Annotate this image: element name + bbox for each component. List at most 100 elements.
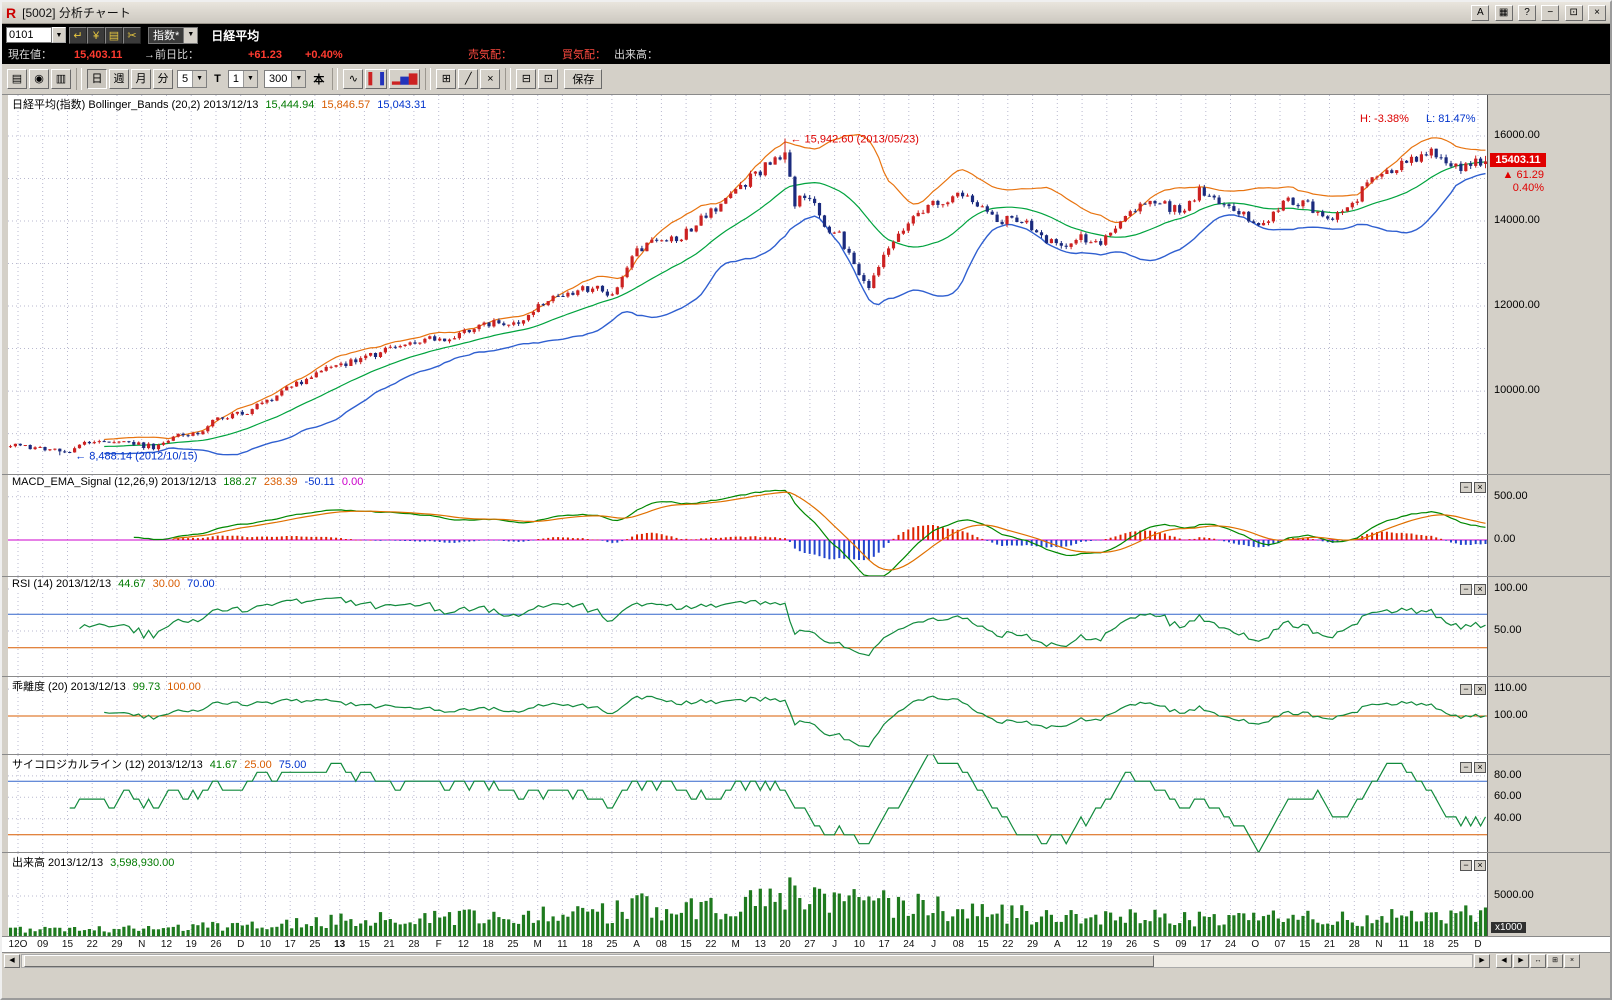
scroll-right-arrow[interactable]: ▶ — [1474, 954, 1490, 968]
x-axis-label: 25 — [507, 939, 519, 950]
panel-rsi-header-value: 70.00 — [187, 578, 215, 590]
volume-bars-icon[interactable]: ▂▅▇ — [388, 69, 421, 89]
memo-icon[interactable]: ▤ — [105, 27, 123, 45]
annotate-button[interactable]: A — [1471, 4, 1490, 21]
scroll-left-arrow[interactable]: ◀ — [4, 954, 20, 968]
x-axis-label: 28 — [408, 939, 420, 950]
symbol-combo: ▼ — [6, 27, 66, 43]
help-button[interactable]: ? — [1517, 4, 1536, 21]
quote-statusbar: 現在値： 15,403.11 →前日比： +61.23 +0.40% 売気配： … — [2, 46, 1610, 64]
panel-psych-window-buttons: − × — [1458, 757, 1486, 775]
scissors-icon[interactable]: ✂ — [123, 27, 141, 45]
panel-volume-header: 出来高 2013/12/13 3,598,930.00 — [12, 854, 181, 870]
panel-macd-header-value: -50.11 — [304, 476, 335, 488]
change-percent-value: +0.40% — [305, 49, 343, 61]
panel-volume-plot[interactable] — [8, 853, 1488, 937]
x-axis-label: 12O — [8, 939, 28, 950]
x-axis-label: 20 — [779, 939, 791, 950]
close-panel-button[interactable]: × — [1564, 954, 1580, 968]
enter-icon[interactable]: ↵ — [69, 27, 87, 45]
close-button[interactable]: × — [1588, 4, 1606, 21]
compare-icon[interactable]: ⊟ — [516, 69, 537, 89]
price-change-percent: 0.40% — [1512, 182, 1544, 195]
minute-interval-select[interactable]: 5 ▼ — [177, 70, 208, 88]
x-axis-label: 24 — [903, 939, 915, 950]
axis-label-price: 16000.00 — [1494, 129, 1540, 142]
tick-select-value: 1 — [232, 73, 239, 85]
scrollbar-thumb[interactable] — [24, 955, 1154, 967]
bars-unit-label: 本 — [313, 74, 325, 86]
period-weekly-button[interactable]: 週 — [109, 69, 129, 89]
panel-kairi-plot[interactable] — [8, 677, 1488, 755]
axis-label-kairi: 100.00 — [1494, 709, 1528, 721]
period-monthly-button[interactable]: 月 — [131, 69, 151, 89]
minimize-panel-icon[interactable]: − — [1460, 684, 1472, 695]
panel-psych-plot[interactable] — [8, 755, 1488, 853]
symbol-dropdown-arrow-icon[interactable]: ▼ — [52, 27, 66, 43]
price-board-icon[interactable]: ¥ — [87, 27, 105, 45]
change-value: +61.23 — [248, 49, 282, 61]
display-button[interactable]: ▦ — [1494, 4, 1513, 21]
x-axis-label: A — [633, 939, 640, 950]
minimize-button[interactable]: − — [1541, 4, 1560, 21]
x-axis-label: 08 — [952, 939, 964, 950]
erase-tool-icon[interactable]: × — [480, 69, 501, 89]
panel-price-header: 日経平均(指数) Bollinger_Bands (20,2) 2013/12/… — [12, 96, 433, 112]
pan-left-button[interactable]: ◀ — [1496, 954, 1512, 968]
close-panel-icon[interactable]: × — [1474, 584, 1486, 595]
x-axis-label: J — [931, 939, 937, 950]
pan-right-button[interactable]: ▶ — [1513, 954, 1529, 968]
tick-select[interactable]: 1 ▼ — [227, 70, 258, 88]
bar-count-select[interactable]: 300 ▼ — [263, 70, 307, 88]
axis-label-rsi: 50.00 — [1494, 624, 1522, 637]
panel-kairi-header-value: 99.73 — [132, 681, 161, 693]
symbol-input[interactable] — [6, 27, 52, 43]
toolbar-separator — [425, 68, 432, 90]
minimize-panel-icon[interactable]: − — [1460, 860, 1472, 871]
instrument-name: 日経平均 — [211, 28, 260, 43]
minimize-panel-icon[interactable]: − — [1460, 482, 1472, 493]
minute-interval-select-value: 5 — [182, 73, 189, 85]
panel-psych-header-value: 41.67 — [209, 759, 238, 771]
panel-kairi-window-buttons: − × — [1458, 679, 1486, 697]
x-axis-label: 18 — [581, 939, 593, 950]
grid-toggle-icon[interactable]: ⊞ — [436, 69, 457, 89]
save-button[interactable]: 保存 — [564, 69, 603, 89]
titlebar: R [5002] 分析チャート A ▦ ? − ⊡ × — [2, 2, 1610, 24]
symbol-toolbar: ▼ ↵¥▤✂ 指数* ▼ 日経平均 — [2, 24, 1610, 46]
index-category-select[interactable]: 指数* ▼ — [148, 26, 199, 44]
panel-psych: サイコロジカルライン (12) 2013/12/13 41.67 25.00 75.0… — [2, 754, 1610, 853]
x-axis-label: N — [1375, 939, 1383, 950]
axis-label-psych: 80.00 — [1494, 768, 1522, 781]
panel-price-plot[interactable]: ← 15,942.60 (2013/05/23) ← 8,488.14 (2012… — [8, 95, 1488, 475]
panel-macd-plot[interactable] — [8, 475, 1488, 577]
minimize-panel-icon[interactable]: − — [1460, 584, 1472, 595]
x-axis-label: 11 — [1398, 939, 1409, 950]
close-panel-icon[interactable]: × — [1474, 482, 1486, 493]
fit-width-button[interactable]: ↔ — [1530, 954, 1546, 968]
toolbar-separator — [505, 68, 512, 90]
tick-label: T — [214, 73, 221, 85]
period-minute-button[interactable]: 分 — [153, 69, 173, 89]
close-panel-icon[interactable]: × — [1474, 684, 1486, 695]
new-chart-icon[interactable]: ▥ — [51, 69, 71, 89]
close-panel-icon[interactable]: × — [1474, 860, 1486, 871]
panel-rsi-plot[interactable] — [8, 577, 1488, 677]
scrollbar-track[interactable] — [21, 954, 1473, 968]
print-icon[interactable]: ▤ — [7, 69, 27, 89]
minimize-panel-icon[interactable]: − — [1460, 762, 1472, 773]
copy-chart-icon[interactable]: ⊡ — [538, 69, 559, 89]
x-axis-label: 11 — [557, 939, 568, 950]
zoom-icon[interactable]: ◉ — [29, 69, 49, 89]
restore-button[interactable]: ⊡ — [1564, 4, 1583, 21]
period-daily-button[interactable]: 日 — [87, 69, 107, 89]
toolbar-separator — [76, 68, 82, 90]
x-axis-label: 17 — [878, 939, 890, 950]
axis-label-price: 10000.00 — [1494, 384, 1540, 397]
draw-tool-icon[interactable]: ╱ — [458, 69, 479, 89]
candle-chart-icon[interactable]: ▌▐ — [365, 69, 387, 89]
x-axis-label: 15 — [680, 939, 692, 950]
close-panel-icon[interactable]: × — [1474, 762, 1486, 773]
line-chart-icon[interactable]: ∿ — [343, 69, 364, 89]
grid-button[interactable]: ⊞ — [1547, 954, 1563, 968]
